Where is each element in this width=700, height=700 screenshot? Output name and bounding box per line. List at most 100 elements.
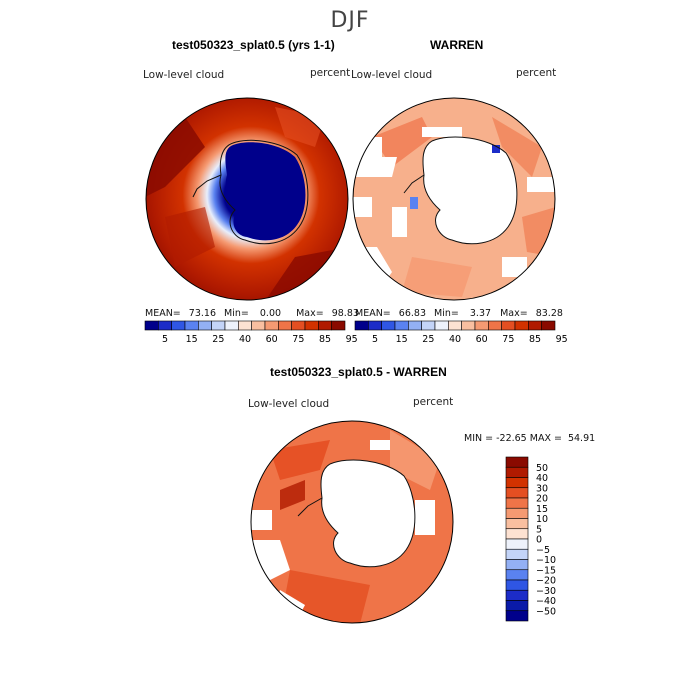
panel-3-field-patch [280, 480, 305, 510]
panel-2-max-label: Max= [500, 308, 528, 319]
panel-2-missing [353, 197, 372, 217]
colorbar-tick-label: 15 [396, 334, 408, 345]
colorbar-swatch [238, 320, 252, 331]
colorbar-swatch [421, 320, 436, 331]
colorbar-swatch [171, 320, 186, 331]
diff-colorbar-swatch [505, 538, 529, 550]
diff-colorbar-tick-label: −5 [536, 545, 550, 556]
panel-1-stats: MEAN= 73.16 Min= 0.00 Max= 98.83 [145, 308, 359, 319]
diff-colorbar-swatch [505, 569, 529, 581]
colorbar-swatch [488, 320, 502, 331]
panel-3-peninsula [297, 497, 323, 517]
panel-3-field-patch [270, 440, 330, 480]
colorbar-swatch [211, 320, 226, 331]
diff-colorbar-swatch [505, 477, 529, 489]
panel-2-field-patch [402, 257, 472, 297]
panel-3-missing [370, 440, 390, 450]
panel-2-peninsula [403, 174, 425, 194]
diff-colorbar-tick-label: 10 [536, 514, 548, 525]
colorbar-tick-label: 5 [372, 334, 378, 345]
colorbar-swatch [501, 320, 516, 331]
panel-2-mean-label: MEAN= [355, 308, 391, 319]
colorbar-tick-label: 85 [529, 334, 541, 345]
season-title: DJF [330, 8, 370, 33]
panel-2-field-patch [410, 197, 418, 209]
panel-1-mean-value: 73.16 [188, 308, 216, 319]
diff-colorbar-tick-label: −20 [536, 576, 556, 587]
panel-2-antarctica [422, 137, 517, 244]
panel-1-min-label: Min= [224, 308, 249, 319]
panel-1-units-label: percent [310, 67, 351, 79]
diff-colorbar-swatch [505, 579, 529, 591]
colorbar-swatch [184, 320, 199, 331]
panel-1-ice-core [225, 142, 306, 241]
panel-2-map [352, 97, 556, 301]
panel-2-max-value: 83.28 [535, 308, 563, 319]
panel-1-mean-label: MEAN= [145, 308, 181, 319]
colorbar-swatch [354, 320, 369, 331]
colorbar-swatch [408, 320, 422, 331]
panel-3-antarctica [320, 460, 415, 567]
colorbar-tick-label: 60 [476, 334, 488, 345]
diff-colorbar-swatch [505, 487, 529, 499]
panel-2-units-label: percent [516, 67, 557, 79]
diff-colorbar-swatch [505, 548, 529, 560]
panel-1-max-label: Max= [296, 308, 324, 319]
colorbar-tick-label: 25 [422, 334, 434, 345]
diff-colorbar-tick-label: −50 [536, 606, 556, 617]
panel-1-map [145, 97, 349, 301]
panel-2-min-value: 3.37 [469, 308, 492, 319]
panel-3-title: test050323_splat0.5 - WARREN [270, 365, 447, 379]
panel-2-mean-value: 66.83 [398, 308, 426, 319]
panel-1-min-value: 0.00 [259, 308, 282, 319]
panel-3-minmax: MIN = -22.65 MAX = 54.91 [464, 433, 596, 444]
panel-3-map [250, 420, 454, 624]
colorbar-swatch [318, 320, 332, 331]
colorbar-swatch [198, 320, 212, 331]
colorbar-swatch [381, 320, 396, 331]
panel-2-field-patch [492, 117, 542, 177]
colorbar-swatch [394, 320, 409, 331]
colorbar-tick-label: 75 [502, 334, 514, 345]
colorbar-swatch [448, 320, 462, 331]
diff-colorbar-swatch [505, 518, 529, 530]
colorbar-swatch [368, 320, 382, 331]
colorbar-swatch [528, 320, 542, 331]
diff-colorbar-tick-label: −15 [536, 565, 556, 576]
diff-colorbar-swatch [505, 497, 529, 509]
colorbar-swatch [264, 320, 279, 331]
colorbar-swatch [158, 320, 172, 331]
diff-colorbar-swatch [505, 600, 529, 612]
colorbar-tick-label: 5 [162, 334, 168, 345]
panel-1-field-patch [165, 207, 215, 267]
colorbar-tick-label: 15 [186, 334, 198, 345]
panel-3-missing [251, 510, 272, 530]
colorbar-swatch [251, 320, 266, 331]
colorbar-tick-label: 75 [292, 334, 304, 345]
colorbar-tick-label: 40 [449, 334, 461, 345]
panel-2-min-label: Min= [434, 308, 459, 319]
colorbar-swatch [331, 320, 346, 331]
colorbar-swatch [434, 320, 449, 331]
panel-2-field-patch [372, 117, 432, 167]
panel-1-max-value: 98.83 [331, 308, 359, 319]
panel-1-peninsula [192, 174, 222, 198]
colorbar-tick-label: 40 [239, 334, 251, 345]
panel-1-variable-label: Low-level cloud [143, 69, 225, 81]
diff-colorbar-tick-label: 30 [536, 483, 548, 494]
colorbar-diff: 50 40 30 20 15 10 5 0 −5 −10 −15 −20 −30 −40 −50 [505, 456, 576, 627]
colorbar-swatch [541, 320, 556, 331]
colorbar-tick-label: 95 [556, 334, 568, 345]
diff-colorbar-swatch [505, 610, 529, 622]
panel-2-missing [502, 257, 527, 277]
panel-3-missing [415, 500, 435, 535]
diff-colorbar-swatch [505, 456, 529, 468]
panel-1-title: test050323_splat0.5 (yrs 1-1) [172, 38, 335, 52]
panel-2-missing [392, 207, 407, 237]
panel-2-variable-label: Low-level cloud [351, 69, 433, 81]
diff-colorbar-tick-label: 0 [536, 535, 542, 546]
colorbar-swatch [278, 320, 292, 331]
colorbar-2: 5 15 25 40 60 75 85 95 [354, 320, 568, 351]
diff-colorbar-tick-label: −30 [536, 586, 556, 597]
diff-colorbar-tick-label: −10 [536, 555, 556, 566]
